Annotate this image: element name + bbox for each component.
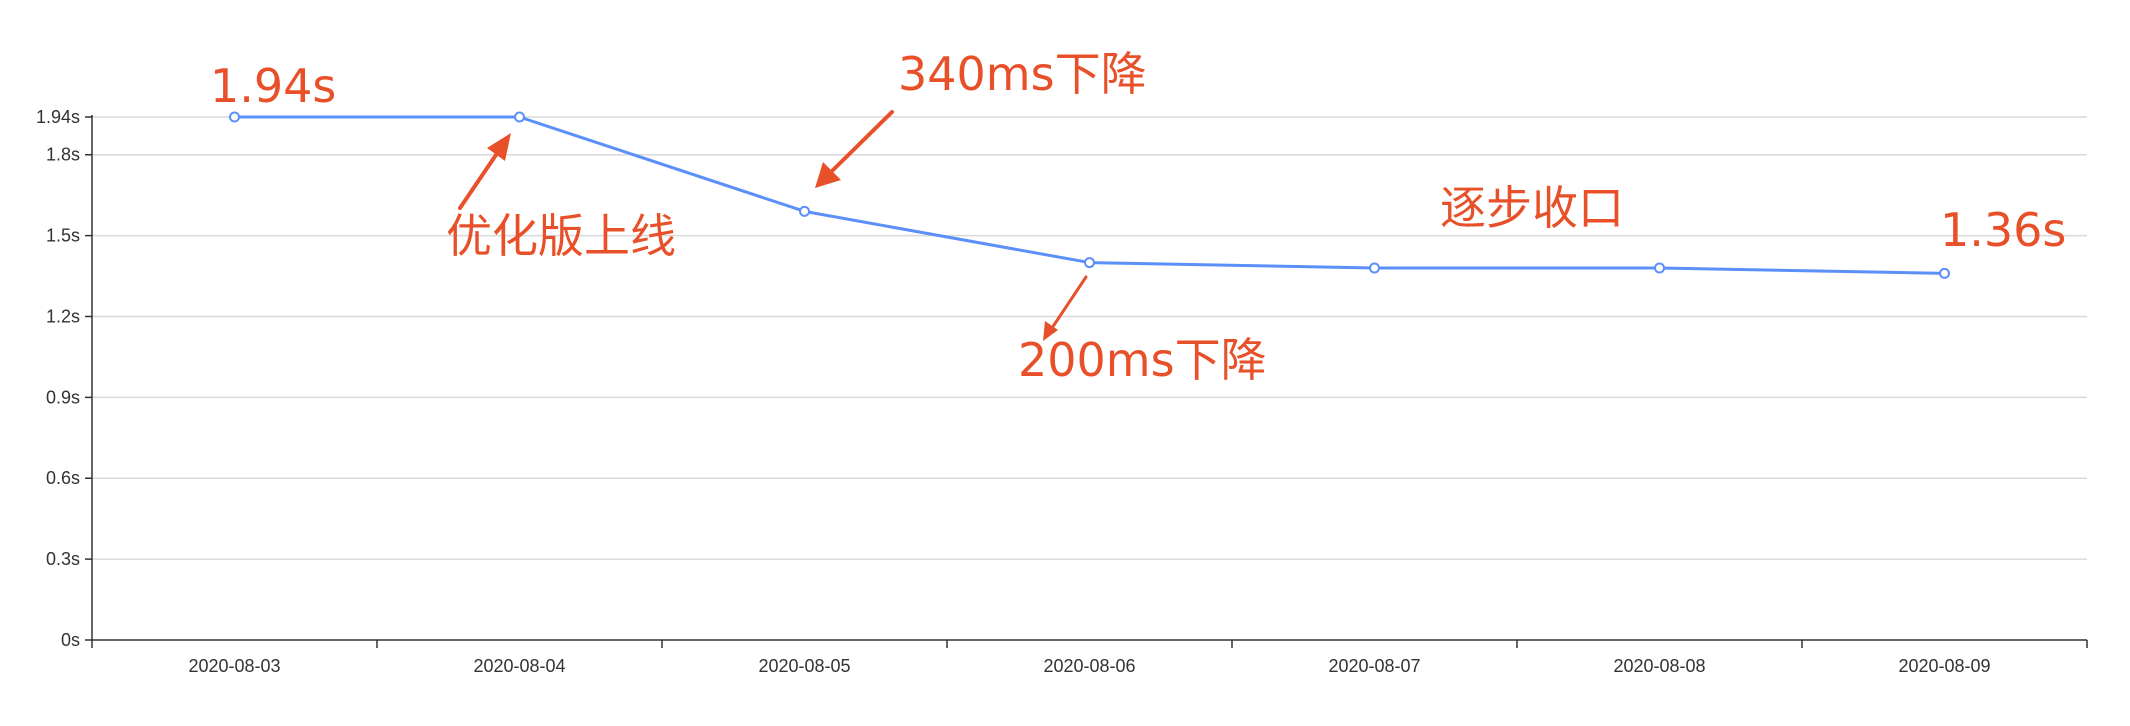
data-point — [229, 111, 240, 123]
y-tick-label: 1.94s — [36, 107, 80, 127]
arrow-to-release-point — [458, 133, 511, 210]
x-tick-label: 2020-08-03 — [188, 656, 280, 676]
x-tick-label: 2020-08-08 — [1613, 656, 1705, 676]
y-tick-label: 1.2s — [46, 306, 80, 326]
annotation-converging: 逐步收口 — [1440, 181, 1624, 235]
x-axis: 2020-08-03 2020-08-04 2020-08-05 2020-08-06… — [91, 639, 2088, 676]
annotation-optimized-release: 优化版上线 — [446, 209, 676, 263]
annotation-end-value: 1.36s — [1940, 203, 2066, 257]
y-tick-label: 1.8s — [46, 145, 80, 165]
x-tick-label: 2020-08-04 — [473, 656, 565, 676]
series-layer — [229, 111, 1950, 279]
arrow-to-200ms-point — [1043, 275, 1088, 341]
x-tick-label: 2020-08-07 — [1328, 656, 1420, 676]
y-tick-label: 0.9s — [46, 387, 80, 407]
annotation-start-value: 1.94s — [210, 59, 336, 113]
data-point — [1369, 262, 1380, 274]
y-axis: 0s 0.3s 0.6s 0.9s 1.2s 1.5s 1.8s 1.94s — [36, 107, 93, 650]
y-tick-label: 0.3s — [46, 549, 80, 569]
x-tick-label: 2020-08-06 — [1043, 656, 1135, 676]
annotations: 1.94s 优化版上线 340ms下降 200ms下降 逐步收口 1.36s — [210, 47, 2066, 387]
data-point — [799, 205, 810, 217]
y-tick-label: 1.5s — [46, 226, 80, 246]
data-point — [514, 111, 525, 123]
arrow-to-340ms-segment — [815, 110, 894, 188]
x-tick-label: 2020-08-09 — [1898, 656, 1990, 676]
annotation-200ms-drop: 200ms下降 — [1018, 333, 1267, 387]
data-point — [1084, 257, 1095, 269]
annotation-340ms-drop: 340ms下降 — [898, 47, 1147, 101]
y-tick-label: 0s — [61, 630, 80, 650]
x-tick-label: 2020-08-05 — [758, 656, 850, 676]
y-tick-label: 0.6s — [46, 468, 80, 488]
data-point — [1939, 267, 1950, 279]
data-point — [1654, 262, 1665, 274]
